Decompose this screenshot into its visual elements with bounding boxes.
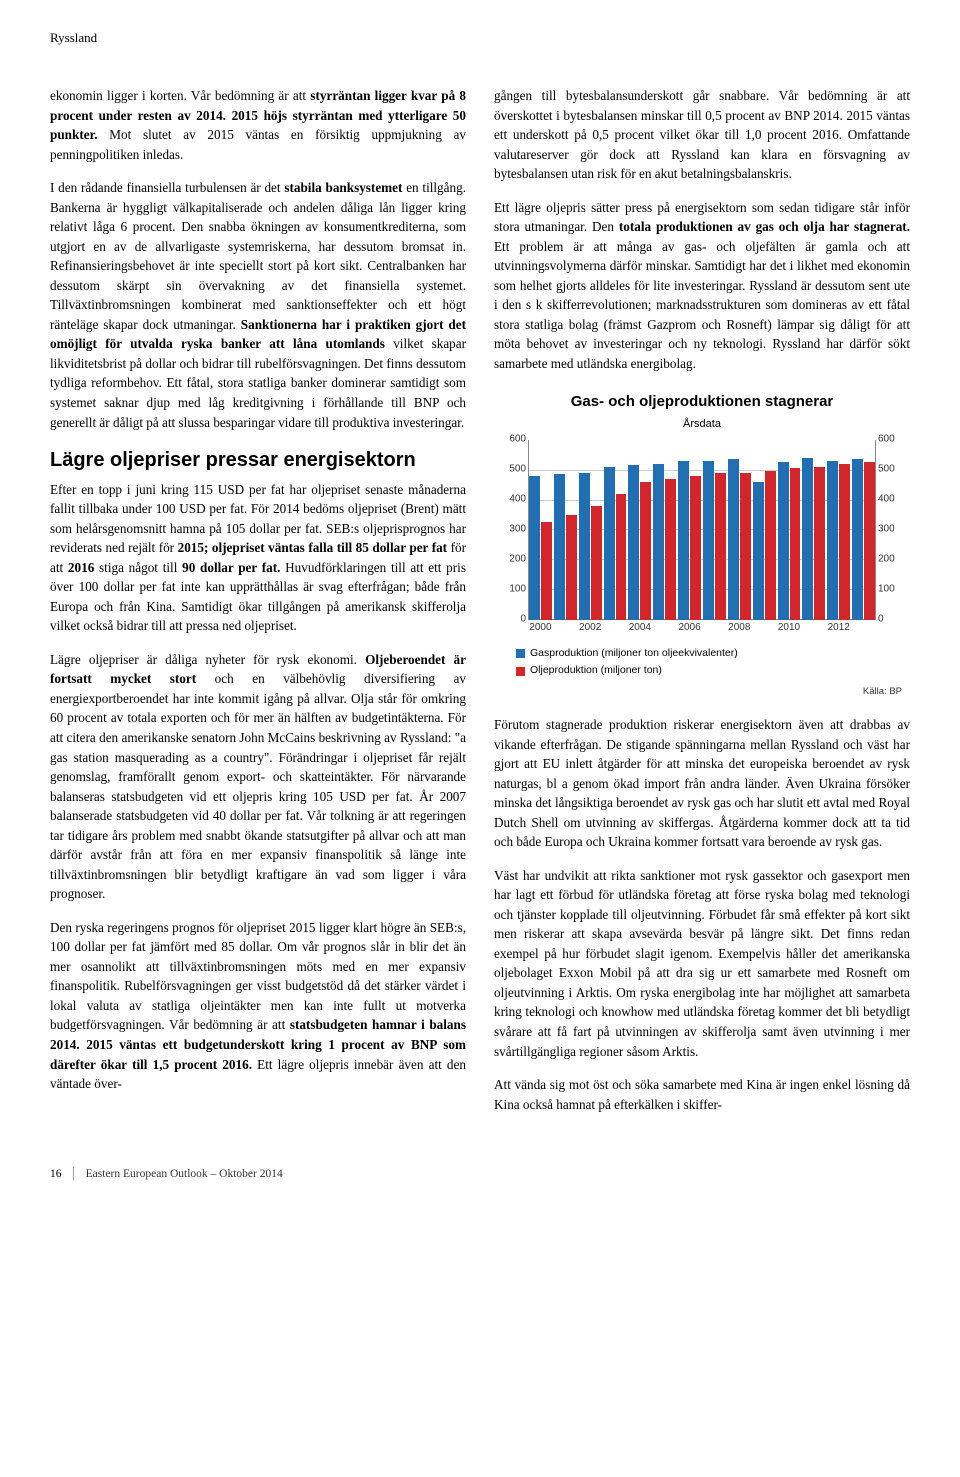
- page-footer: 16 │ Eastern European Outlook – Oktober …: [50, 1168, 910, 1180]
- para: Att vända sig mot öst och söka samarbete…: [494, 1075, 910, 1114]
- legend-oil: Oljeproduktion (miljoner ton): [516, 663, 910, 679]
- publication-name: Eastern European Outlook – Oktober 2014: [86, 1168, 283, 1180]
- page-number: 16: [50, 1168, 62, 1180]
- two-column-layout: ekonomin ligger i korten. Vår bedömning …: [50, 86, 910, 1128]
- legend-gas-label: Gasproduktion (miljoner ton oljeekvivale…: [530, 646, 738, 662]
- chart-subtitle: Årsdata: [494, 416, 910, 432]
- swatch-oil: [516, 667, 525, 676]
- gas-oil-chart: Gas- och oljeproduktionen stagnerar Årsd…: [494, 391, 910, 699]
- chart-canvas: 0010010020020030030040040050050060060020…: [502, 440, 902, 640]
- para: gången till bytesbalansunderskott går sn…: [494, 86, 910, 184]
- para: Efter en topp i juni kring 115 USD per f…: [50, 480, 466, 636]
- para: Den ryska regeringens prognos för oljepr…: [50, 918, 466, 1094]
- para: ekonomin ligger i korten. Vår bedömning …: [50, 86, 466, 164]
- para: Ett lägre oljepris sätter press på energ…: [494, 198, 910, 374]
- chart-source: Källa: BP: [494, 685, 910, 699]
- para: I den rådande finansiella turbulensen är…: [50, 178, 466, 432]
- right-column: gången till bytesbalansunderskott går sn…: [494, 86, 910, 1128]
- left-column: ekonomin ligger i korten. Vår bedömning …: [50, 86, 466, 1128]
- subheading-oil: Lägre oljepriser pressar energisektorn: [50, 446, 466, 476]
- swatch-gas: [516, 649, 525, 658]
- para: Väst har undvikit att rikta sanktioner m…: [494, 866, 910, 1061]
- footer-sep: │: [70, 1168, 78, 1180]
- legend-gas: Gasproduktion (miljoner ton oljeekvivale…: [516, 646, 910, 662]
- para: Lägre oljepriser är dåliga nyheter för r…: [50, 650, 466, 904]
- legend-oil-label: Oljeproduktion (miljoner ton): [530, 663, 662, 679]
- chart-legend: Gasproduktion (miljoner ton oljeekvivale…: [494, 646, 910, 679]
- chart-title: Gas- och oljeproduktionen stagnerar: [494, 391, 910, 413]
- section-header: Ryssland: [50, 30, 910, 46]
- para: Förutom stagnerade produktion riskerar e…: [494, 715, 910, 852]
